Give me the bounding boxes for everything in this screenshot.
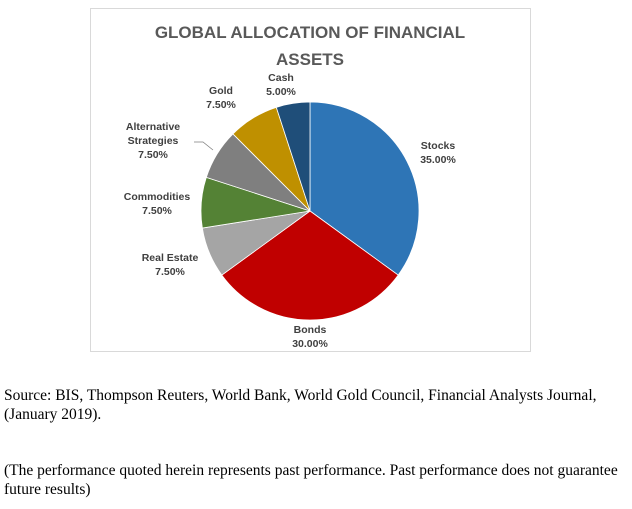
pie-chart: GLOBAL ALLOCATION OF FINANCIAL ASSETS St… xyxy=(124,23,465,350)
slice-label-cash: Cash 5.00% xyxy=(266,72,296,98)
pie-slice-stocks xyxy=(309,101,420,276)
chart-frame: GLOBAL ALLOCATION OF FINANCIAL ASSETS St… xyxy=(90,8,531,352)
leader-line-alternative-strategies xyxy=(194,141,214,151)
chart-title-line-2: ASSETS xyxy=(276,50,344,69)
pie-slices xyxy=(200,101,420,321)
slice-label-stocks: Stocks 35.00% xyxy=(420,140,456,166)
pie-slice-bonds xyxy=(221,210,399,321)
slice-label-alternative-strategies: Alternative Strategies 7.50% xyxy=(126,121,180,161)
performance-disclaimer: (The performance quoted herein represent… xyxy=(4,462,618,498)
slice-label-real-estate: Real Estate 7.50% xyxy=(142,252,199,278)
slice-label-bonds: Bonds 30.00% xyxy=(292,324,328,350)
slice-label-gold: Gold 7.50% xyxy=(206,85,236,111)
slice-labels: Stocks 35.00% Bonds 30.00% Real Estate 7.50% C… xyxy=(124,72,457,350)
pie-slice-cash xyxy=(275,101,311,212)
source-note: Source: BIS, Thompson Reuters, World Ban… xyxy=(4,387,597,423)
leader-lines xyxy=(194,141,214,151)
chart-title-line-1: GLOBAL ALLOCATION OF FINANCIAL xyxy=(155,23,465,42)
slice-label-commodities: Commodities 7.50% xyxy=(124,191,191,217)
